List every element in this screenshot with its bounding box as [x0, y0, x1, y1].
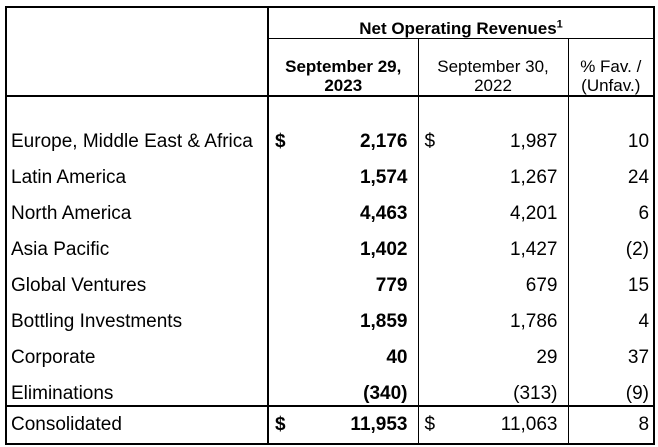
value-2022-cell: 1,267 — [417, 153, 568, 189]
table-row: Bottling Investments 1,859 1,786 4 — [5, 297, 656, 333]
value-2023: 40 — [386, 347, 408, 368]
value-2023: (340) — [363, 383, 408, 404]
total-2022-cell: $11,063 — [417, 405, 568, 445]
pct-change: (9) — [567, 369, 656, 406]
value-2023-cell: $2,176 — [268, 95, 418, 153]
pct-change: 10 — [567, 95, 656, 153]
value-2022: 1,427 — [509, 239, 558, 260]
value-2022-cell: $1,987 — [417, 95, 568, 153]
value-2022-cell: 4,201 — [417, 189, 568, 225]
group-header-footnote: 1 — [556, 18, 563, 31]
value-2022: 1,987 — [509, 131, 558, 152]
pct-change: 24 — [567, 153, 656, 189]
pct-change: 6 — [567, 189, 656, 225]
column-header-pct-change: % Fav. / (Unfav.) — [567, 38, 656, 96]
row-label: North America — [5, 189, 269, 225]
pct-change: (2) — [567, 225, 656, 261]
header-blank-cell — [5, 6, 269, 96]
value-2022-cell: 29 — [417, 333, 568, 369]
value-2022-cell: 1,427 — [417, 225, 568, 261]
table-row: Latin America 1,574 1,267 24 — [5, 153, 656, 189]
currency-symbol: $ — [424, 131, 436, 152]
value-2023: 1,859 — [359, 311, 408, 332]
value-2023: 1,402 — [359, 239, 408, 260]
value-2022: 29 — [536, 347, 558, 368]
row-label: Europe, Middle East & Africa — [5, 95, 269, 153]
pct-change: 15 — [567, 261, 656, 297]
group-header-title: Net Operating Revenues — [359, 19, 557, 38]
total-2023: 11,953 — [350, 414, 408, 435]
total-pct-change: 8 — [567, 405, 656, 445]
value-2023: 2,176 — [359, 131, 408, 152]
column-header-2023: September 29, 2023 — [285, 57, 402, 95]
table-row: Global Ventures 779 679 15 — [5, 261, 656, 297]
total-label: Consolidated — [5, 405, 269, 445]
value-2023-cell: 1,574 — [268, 153, 418, 189]
value-2022-cell: 679 — [417, 261, 568, 297]
pct-change: 4 — [567, 297, 656, 333]
value-2022: 4,201 — [509, 203, 558, 224]
row-label: Latin America — [5, 153, 269, 189]
value-2023-cell: 1,402 — [268, 225, 418, 261]
row-label: Corporate — [5, 333, 269, 369]
value-2023-cell: 40 — [268, 333, 418, 369]
pct-change: 37 — [567, 333, 656, 369]
group-header: Net Operating Revenues1 — [268, 6, 656, 39]
value-2023-cell: 4,463 — [268, 189, 418, 225]
table-row: Corporate 40 29 37 — [5, 333, 656, 369]
currency-symbol: $ — [424, 414, 436, 435]
table-row: Asia Pacific 1,402 1,427 (2) — [5, 225, 656, 261]
value-2023: 1,574 — [359, 167, 408, 188]
table-row: Eliminations (340) (313) (9) — [5, 369, 656, 406]
value-2022: 1,786 — [509, 311, 558, 332]
value-2022: 1,267 — [509, 167, 558, 188]
value-2023-cell: 779 — [268, 261, 418, 297]
value-2022: (313) — [513, 383, 558, 404]
row-label: Bottling Investments — [5, 297, 269, 333]
table-row: Europe, Middle East & Africa $2,176 $1,9… — [5, 95, 656, 153]
value-2023-cell: (340) — [268, 369, 418, 406]
total-2023-cell: $11,953 — [268, 405, 418, 445]
net-operating-revenues-table: Net Operating Revenues1 September 29, 20… — [5, 6, 656, 445]
value-2023: 4,463 — [359, 203, 408, 224]
row-label: Global Ventures — [5, 261, 269, 297]
value-2022-cell: (313) — [417, 369, 568, 406]
row-label: Eliminations — [5, 369, 269, 406]
row-label: Asia Pacific — [5, 225, 269, 261]
table-row: North America 4,463 4,201 6 — [5, 189, 656, 225]
value-2023-cell: 1,859 — [268, 297, 418, 333]
value-2023: 779 — [375, 275, 408, 296]
value-2022: 679 — [525, 275, 558, 296]
column-header-2022: September 30, 2022 — [417, 38, 568, 96]
currency-symbol: $ — [275, 414, 286, 435]
value-2022-cell: 1,786 — [417, 297, 568, 333]
currency-symbol: $ — [275, 131, 286, 152]
total-2022: 11,063 — [500, 414, 558, 435]
total-row: Consolidated $11,953 $11,063 8 — [5, 405, 656, 445]
